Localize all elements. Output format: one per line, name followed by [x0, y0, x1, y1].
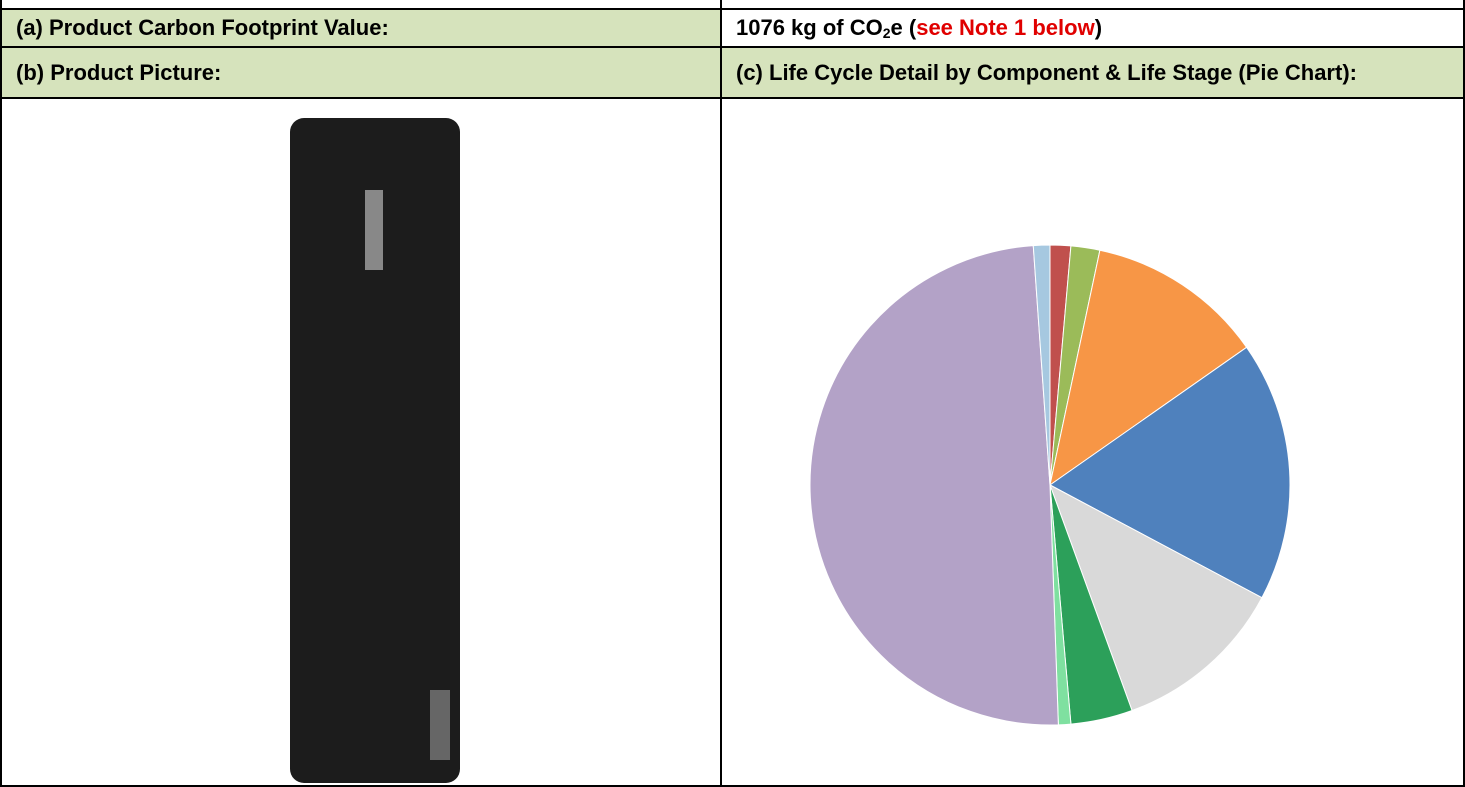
product-detail	[430, 690, 450, 760]
illustrations	[0, 0, 1465, 783]
product-detail	[365, 190, 383, 270]
pie-slice	[810, 246, 1058, 725]
page: (a) Product Carbon Footprint Value: 1076…	[0, 0, 1465, 783]
pie-image	[810, 245, 1290, 725]
